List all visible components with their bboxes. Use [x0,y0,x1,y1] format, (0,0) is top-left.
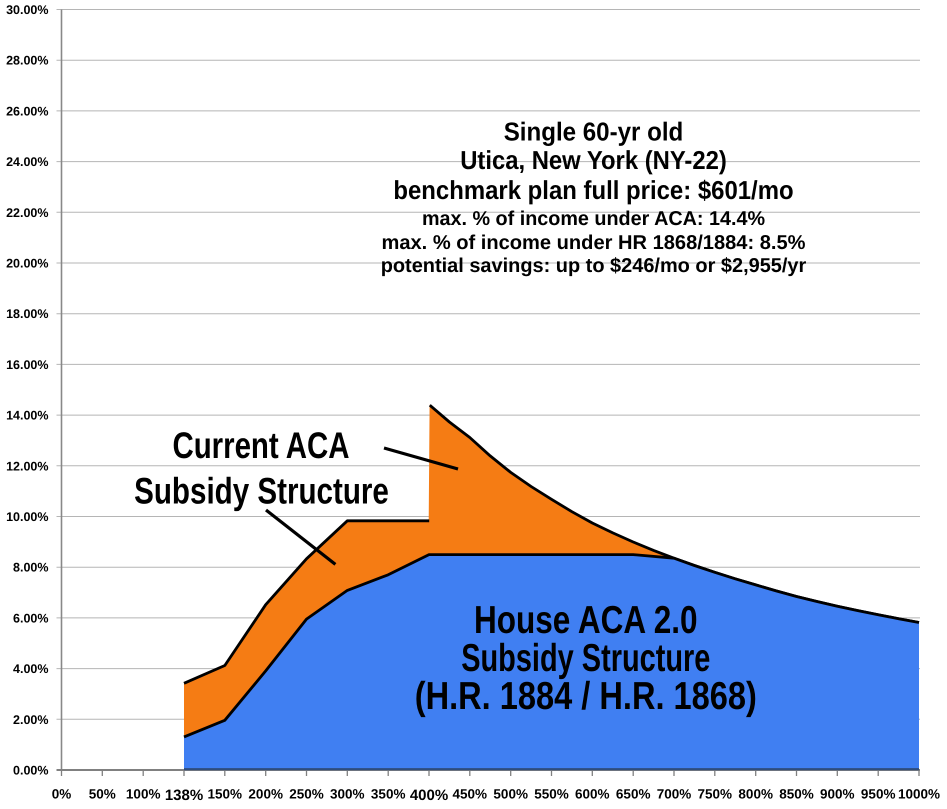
svg-text:Current ACA: Current ACA [172,425,349,466]
svg-text:Single 60-yr old: Single 60-yr old [504,117,684,147]
svg-text:650%: 650% [616,787,651,802]
svg-text:250%: 250% [289,787,324,802]
svg-text:22.00%: 22.00% [6,206,48,220]
svg-text:550%: 550% [534,787,569,802]
svg-text:26.00%: 26.00% [6,104,48,118]
svg-text:Subsidy Structure: Subsidy Structure [461,637,710,680]
svg-text:Subsidy Structure: Subsidy Structure [134,471,389,512]
svg-text:500%: 500% [493,787,528,802]
svg-text:benchmark plan full price: $60: benchmark plan full price: $601/mo [393,175,793,205]
svg-text:max. % of income under ACA: 14: max. % of income under ACA: 14.4% [422,208,765,230]
svg-text:900%: 900% [820,787,855,802]
svg-text:14.00%: 14.00% [6,409,48,423]
svg-text:850%: 850% [779,787,814,802]
svg-text:300%: 300% [330,787,365,802]
svg-text:Utica, New York (NY-22): Utica, New York (NY-22) [460,145,727,175]
svg-text:16.00%: 16.00% [6,358,48,372]
svg-text:House ACA 2.0: House ACA 2.0 [474,599,698,642]
svg-text:950%: 950% [861,787,896,802]
svg-text:8.00%: 8.00% [13,561,48,575]
svg-text:100%: 100% [126,787,161,802]
svg-text:10.00%: 10.00% [6,510,48,524]
svg-text:20.00%: 20.00% [6,257,48,271]
svg-text:800%: 800% [738,787,773,802]
svg-text:138%: 138% [165,787,203,804]
svg-text:700%: 700% [657,787,692,802]
svg-text:450%: 450% [453,787,488,802]
svg-text:150%: 150% [208,787,243,802]
svg-text:28.00%: 28.00% [6,54,48,68]
svg-text:12.00%: 12.00% [6,459,48,473]
svg-text:1000%: 1000% [898,787,940,802]
svg-text:200%: 200% [248,787,283,802]
svg-text:max. % of income under HR 1868: max. % of income under HR 1868/1884: 8.5… [382,232,806,254]
svg-text:potential savings: up to $246/: potential savings: up to $246/mo or $2,9… [381,255,807,277]
svg-text:0%: 0% [52,787,72,802]
svg-text:750%: 750% [698,787,733,802]
svg-text:24.00%: 24.00% [6,155,48,169]
svg-text:50%: 50% [89,787,116,802]
svg-text:2.00%: 2.00% [13,713,48,727]
svg-text:350%: 350% [371,787,406,802]
svg-text:0.00%: 0.00% [13,764,48,778]
svg-text:(H.R. 1884 / H.R. 1868): (H.R. 1884 / H.R. 1868) [415,675,757,718]
svg-text:600%: 600% [575,787,610,802]
svg-text:6.00%: 6.00% [13,611,48,625]
svg-text:30.00%: 30.00% [6,3,48,17]
svg-text:4.00%: 4.00% [13,662,48,676]
svg-text:18.00%: 18.00% [6,307,48,321]
svg-text:400%: 400% [410,787,448,804]
